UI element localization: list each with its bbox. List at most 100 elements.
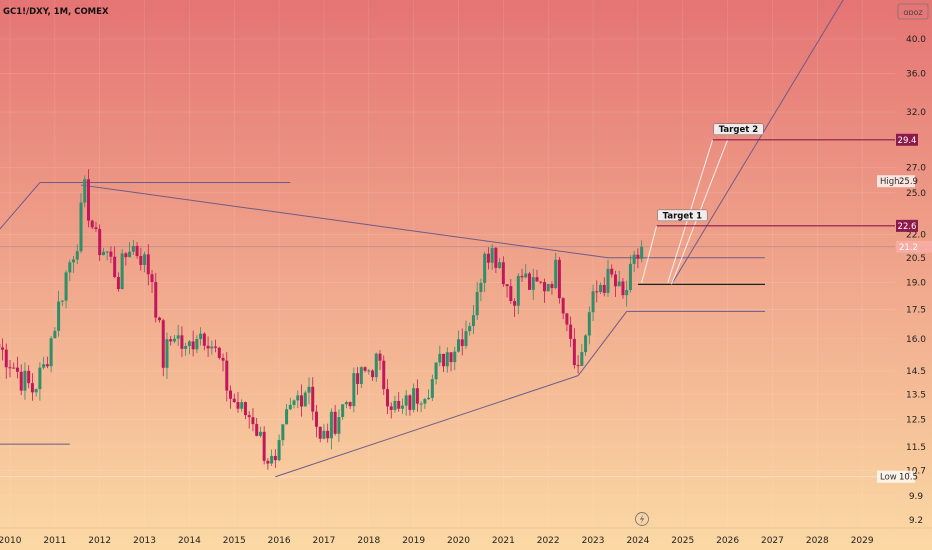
candle <box>285 404 289 425</box>
time-tick-label: 2023 <box>582 536 605 546</box>
candle <box>135 242 139 259</box>
candle <box>569 316 573 347</box>
candle <box>255 417 259 437</box>
price-tag: High 25.9 <box>877 175 918 188</box>
candle <box>359 366 363 389</box>
lightning-icon[interactable] <box>635 512 649 526</box>
candle <box>139 247 143 271</box>
time-tick-label: 2013 <box>133 536 156 546</box>
price-tick-label: 9.9 <box>909 492 924 502</box>
candle <box>251 407 255 432</box>
candle <box>554 252 558 290</box>
time-tick-label: 2015 <box>223 536 246 546</box>
candle <box>442 353 446 373</box>
candle <box>427 389 431 400</box>
candle <box>94 221 98 232</box>
svg-text:ɑɒoz: ɑɒoz <box>903 8 922 17</box>
time-tick-label: 2011 <box>43 536 66 546</box>
candle <box>505 284 509 298</box>
candle <box>150 269 154 293</box>
candle <box>12 362 16 369</box>
candle <box>8 360 12 378</box>
time-tick-label: 2025 <box>671 536 694 546</box>
price-tag: 22.6 <box>896 219 918 232</box>
candle <box>300 384 304 417</box>
candle <box>610 264 614 278</box>
currency-badge[interactable]: ɑɒoz <box>897 3 929 20</box>
candle <box>628 255 632 293</box>
candle <box>27 365 31 389</box>
candle <box>636 248 640 269</box>
candle <box>389 402 393 419</box>
candle <box>270 449 274 467</box>
candle <box>591 284 595 322</box>
price-axis[interactable]: 40.0 36.0 32.0 27.0 25.0 22.0 20.5 19.0 17.5 16.0… <box>877 35 932 526</box>
time-tick-label: 2021 <box>492 536 515 546</box>
candle <box>415 379 419 412</box>
candle <box>348 401 352 410</box>
candle <box>326 423 330 443</box>
candle <box>49 335 53 373</box>
price-tick-label: 25.0 <box>906 189 926 199</box>
candle <box>296 390 300 409</box>
candle <box>468 322 472 336</box>
candle <box>542 278 546 303</box>
candle <box>531 268 535 300</box>
candle <box>311 377 315 421</box>
candle <box>486 247 490 270</box>
target-label: Target 2 <box>713 123 764 135</box>
time-tick-label: 2019 <box>402 536 425 546</box>
price-tick-label: 22.0 <box>906 231 926 241</box>
price-tick-label: 36.0 <box>906 69 926 79</box>
candle <box>86 169 90 228</box>
time-tick-label: 2026 <box>716 536 739 546</box>
price-tick-label: 19.0 <box>906 279 926 289</box>
candle <box>232 393 236 404</box>
candle <box>524 263 528 279</box>
candle <box>546 283 550 292</box>
candle <box>602 277 606 297</box>
trendline <box>0 182 41 230</box>
time-axis[interactable]: 2010 2011 2012 2013 2014 2015 2016 2017 2018 2019… <box>0 527 932 546</box>
candle <box>434 362 438 385</box>
candle <box>158 316 161 323</box>
candle <box>273 449 277 468</box>
time-tick-label: 2024 <box>626 536 649 546</box>
candle <box>15 356 19 379</box>
candle <box>165 332 169 380</box>
candle <box>42 356 46 370</box>
candle <box>217 346 221 360</box>
candle <box>565 313 569 332</box>
price-tick-label: 27.0 <box>906 164 926 174</box>
candle <box>169 336 173 346</box>
price-tick-label: 14.5 <box>906 367 926 377</box>
candle <box>341 404 345 420</box>
candle <box>113 246 117 279</box>
candle <box>621 277 625 299</box>
candle <box>154 272 158 323</box>
price-tick-label: 12.5 <box>906 416 926 426</box>
candle <box>501 256 505 287</box>
time-tick-label: 2014 <box>178 536 201 546</box>
candle <box>498 257 502 269</box>
candle <box>584 333 588 356</box>
candle <box>214 339 218 353</box>
candle <box>632 250 636 273</box>
trendline <box>577 311 628 376</box>
candle <box>490 243 494 270</box>
candle <box>363 366 367 373</box>
candle <box>318 426 322 443</box>
candle <box>445 347 449 373</box>
candle <box>292 399 296 409</box>
candle <box>397 392 401 412</box>
candle <box>539 281 543 285</box>
price-tick-label: 17.5 <box>906 306 926 316</box>
target-path <box>641 225 658 283</box>
trendline <box>275 375 579 478</box>
candle <box>419 401 423 413</box>
candle <box>262 426 266 465</box>
candle <box>146 244 150 286</box>
candle <box>438 345 442 367</box>
